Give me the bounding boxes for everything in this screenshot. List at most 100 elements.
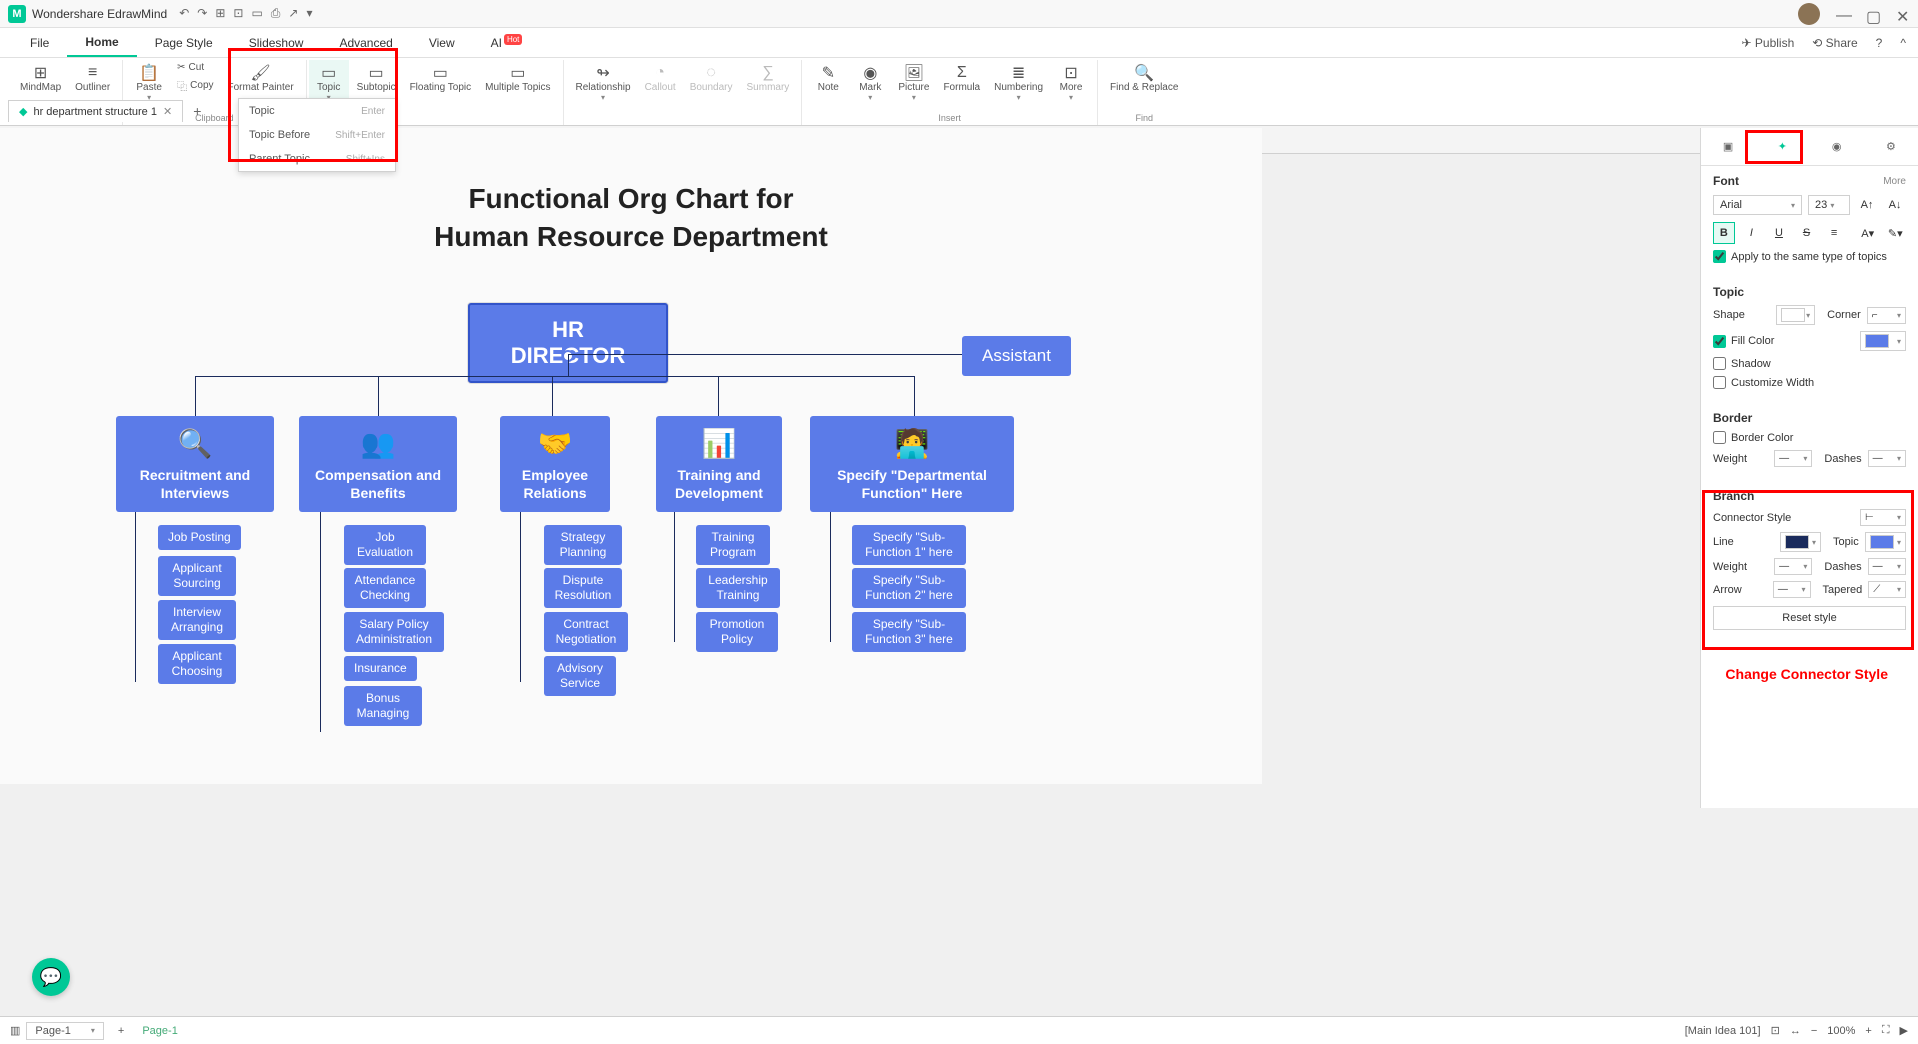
menu-slideshow[interactable]: Slideshow xyxy=(231,30,322,56)
qa-open-icon[interactable]: ⊡ xyxy=(233,6,243,21)
sub-training-program[interactable]: Training Program xyxy=(696,525,770,565)
menu-advanced[interactable]: Advanced xyxy=(321,30,410,56)
sub-insurance[interactable]: Insurance xyxy=(344,656,417,681)
border-dashes-select[interactable]: —▾ xyxy=(1868,450,1906,467)
document-tab[interactable]: ◆ hr department structure 1 ✕ xyxy=(8,100,183,122)
page-selector[interactable]: Page-1▾ xyxy=(26,1022,104,1040)
fill-color-select[interactable]: ▾ xyxy=(1860,331,1906,351)
multiple-topics-button[interactable]: ▭Multiple Topics xyxy=(479,60,556,106)
italic-button[interactable]: I xyxy=(1741,222,1763,244)
node-dept-recruitment[interactable]: 🔍 Recruitment and Interviews xyxy=(116,416,274,512)
font-more-link[interactable]: More xyxy=(1883,176,1906,187)
mindmap-button[interactable]: ⊞MindMap xyxy=(14,60,67,97)
sub-job-evaluation[interactable]: Job Evaluation xyxy=(344,525,426,565)
qa-more-icon[interactable]: ▾ xyxy=(306,6,312,21)
sub-interview-arranging[interactable]: Interview Arranging xyxy=(158,600,236,640)
node-assistant[interactable]: Assistant xyxy=(962,336,1071,376)
chat-fab[interactable]: 💬 xyxy=(32,958,70,996)
bold-button[interactable]: B xyxy=(1713,222,1735,244)
node-dept-specify[interactable]: 🧑‍💻 Specify "Departmental Function" Here xyxy=(810,416,1014,512)
collapse-ribbon-button[interactable]: ^ xyxy=(1900,36,1906,50)
relationship-button[interactable]: ↬Relationship▾ xyxy=(570,60,637,106)
sub-promotion-policy[interactable]: Promotion Policy xyxy=(696,612,778,652)
callout-button[interactable]: ◔Callout xyxy=(639,60,682,106)
add-tab-button[interactable]: + xyxy=(193,103,201,119)
minimize-button[interactable]: — xyxy=(1836,7,1850,21)
menu-home[interactable]: Home xyxy=(67,29,136,57)
align-button[interactable]: ≡ xyxy=(1823,222,1845,244)
strike-button[interactable]: S xyxy=(1796,222,1818,244)
sub-attendance-checking[interactable]: Attendance Checking xyxy=(344,568,426,608)
underline-button[interactable]: U xyxy=(1768,222,1790,244)
avatar[interactable] xyxy=(1798,3,1820,25)
page-name[interactable]: Page-1 xyxy=(132,1025,187,1037)
copy-button[interactable]: ⿻ Copy xyxy=(171,76,219,95)
find-replace-button[interactable]: 🔍Find & Replace xyxy=(1104,60,1184,97)
dd-topic-before[interactable]: Topic BeforeShift+Enter xyxy=(239,123,395,147)
qa-save-icon[interactable]: ▭ xyxy=(251,6,262,21)
mark-button[interactable]: ◉Mark▾ xyxy=(850,60,890,106)
publish-button[interactable]: ✈ Publish xyxy=(1742,36,1795,50)
font-increase-button[interactable]: A↑ xyxy=(1856,194,1878,216)
close-button[interactable]: ✕ xyxy=(1896,7,1910,21)
dd-topic[interactable]: TopicEnter xyxy=(239,99,395,123)
panel-tab-settings[interactable]: ⚙ xyxy=(1877,133,1905,161)
zoom-level[interactable]: 100% xyxy=(1827,1025,1855,1037)
summary-button[interactable]: ∑Summary xyxy=(741,60,796,106)
formula-button[interactable]: ΣFormula xyxy=(937,60,986,106)
sub-specify-3[interactable]: Specify "Sub-Function 3" here xyxy=(852,612,966,652)
note-button[interactable]: ✎Note xyxy=(808,60,848,106)
font-color-button[interactable]: A▾ xyxy=(1857,222,1879,244)
numbering-button[interactable]: ≣Numbering▾ xyxy=(988,60,1049,106)
panel-tab-theme[interactable]: ◉ xyxy=(1823,133,1851,161)
qa-print-icon[interactable]: ⎙ xyxy=(271,6,281,21)
sub-advisory-service[interactable]: Advisory Service xyxy=(544,656,616,696)
sub-applicant-choosing[interactable]: Applicant Choosing xyxy=(158,644,236,684)
sub-specify-2[interactable]: Specify "Sub-Function 2" here xyxy=(852,568,966,608)
cut-button[interactable]: ✂ Cut xyxy=(171,60,219,75)
shadow-check[interactable] xyxy=(1713,357,1726,370)
menu-view[interactable]: View xyxy=(411,30,473,56)
customize-width-check[interactable] xyxy=(1713,376,1726,389)
fill-color-check[interactable] xyxy=(1713,335,1726,348)
sub-specify-1[interactable]: Specify "Sub-Function 1" here xyxy=(852,525,966,565)
font-family-select[interactable]: Arial▾ xyxy=(1713,195,1802,215)
canvas[interactable]: Functional Org Chart for Human Resource … xyxy=(0,128,1262,784)
undo-icon[interactable]: ↶ xyxy=(179,6,189,21)
help-button[interactable]: ? xyxy=(1876,36,1883,50)
outliner-button[interactable]: ≡Outliner xyxy=(69,60,116,97)
zoom-in-button[interactable]: + xyxy=(1865,1025,1871,1037)
fit-page-button[interactable]: ⊡ xyxy=(1771,1024,1780,1037)
qa-new-icon[interactable]: ⊞ xyxy=(215,6,225,21)
sub-applicant-sourcing[interactable]: Applicant Sourcing xyxy=(158,556,236,596)
floating-topic-button[interactable]: ▭Floating Topic xyxy=(404,60,478,106)
font-decrease-button[interactable]: A↓ xyxy=(1884,194,1906,216)
node-dept-employee-relations[interactable]: 🤝 Employee Relations xyxy=(500,416,610,512)
add-page-button[interactable]: + xyxy=(118,1025,124,1037)
sub-strategy-planning[interactable]: Strategy Planning xyxy=(544,525,622,565)
fit-width-button[interactable]: ↔ xyxy=(1790,1025,1801,1037)
present-button[interactable]: ▶ xyxy=(1900,1024,1908,1037)
redo-icon[interactable]: ↷ xyxy=(197,6,207,21)
sub-job-posting[interactable]: Job Posting xyxy=(158,525,241,550)
fullscreen-button[interactable]: ⛶ xyxy=(1882,1024,1890,1037)
node-dept-training[interactable]: 📊 Training and Development xyxy=(656,416,782,512)
sub-bonus-managing[interactable]: Bonus Managing xyxy=(344,686,422,726)
maximize-button[interactable]: ▢ xyxy=(1866,7,1880,21)
close-tab-button[interactable]: ✕ xyxy=(163,105,172,118)
apply-same-type-check[interactable] xyxy=(1713,250,1726,263)
picture-button[interactable]: 🖼Picture▾ xyxy=(892,60,935,106)
border-weight-select[interactable]: —▾ xyxy=(1774,450,1812,467)
dd-parent-topic[interactable]: Parent TopicShift+Ins xyxy=(239,147,395,171)
sub-dispute-resolution[interactable]: Dispute Resolution xyxy=(544,568,622,608)
sub-contract-negotiation[interactable]: Contract Negotiation xyxy=(544,612,628,652)
pages-icon[interactable]: ▥ xyxy=(10,1024,20,1037)
sub-salary-policy[interactable]: Salary Policy Administration xyxy=(344,612,444,652)
sub-leadership-training[interactable]: Leadership Training xyxy=(696,568,780,608)
corner-select[interactable]: ⌐▾ xyxy=(1867,307,1906,324)
font-size-input[interactable]: 23 ▾ xyxy=(1808,195,1850,215)
panel-tab-layout[interactable]: ▣ xyxy=(1714,133,1742,161)
qa-export-icon[interactable]: ↗ xyxy=(288,6,298,21)
menu-page-style[interactable]: Page Style xyxy=(137,30,231,56)
highlight-button[interactable]: ✎▾ xyxy=(1884,222,1906,244)
